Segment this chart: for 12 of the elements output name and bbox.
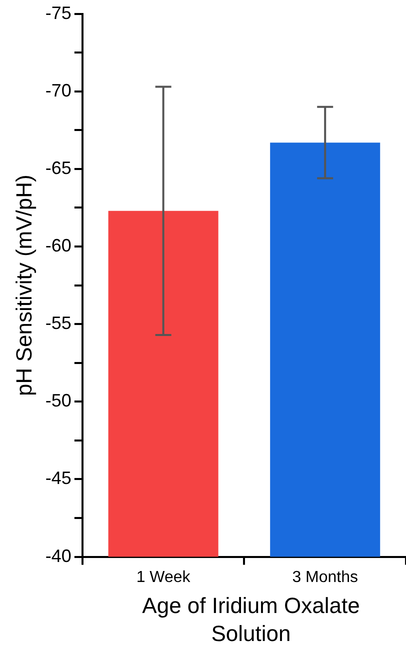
- y-tick-label: -70: [45, 80, 72, 100]
- y-axis-title: pH Sensitivity (mV/pH): [11, 174, 36, 396]
- x-axis-title: Age of Iridium Oxalate Solution: [141, 592, 361, 648]
- x-tick-label: 1 Week: [136, 568, 192, 586]
- y-tick-label: -45: [45, 468, 72, 488]
- y-tick-label: -60: [45, 235, 72, 256]
- y-tick-label: -75: [45, 2, 72, 23]
- y-tick-label: -65: [45, 158, 72, 178]
- y-tick-label: -55: [45, 313, 72, 334]
- y-tick-label: -50: [45, 390, 72, 411]
- y-tick-label: -40: [45, 546, 72, 566]
- x-tick-label: 3 Months: [292, 568, 358, 586]
